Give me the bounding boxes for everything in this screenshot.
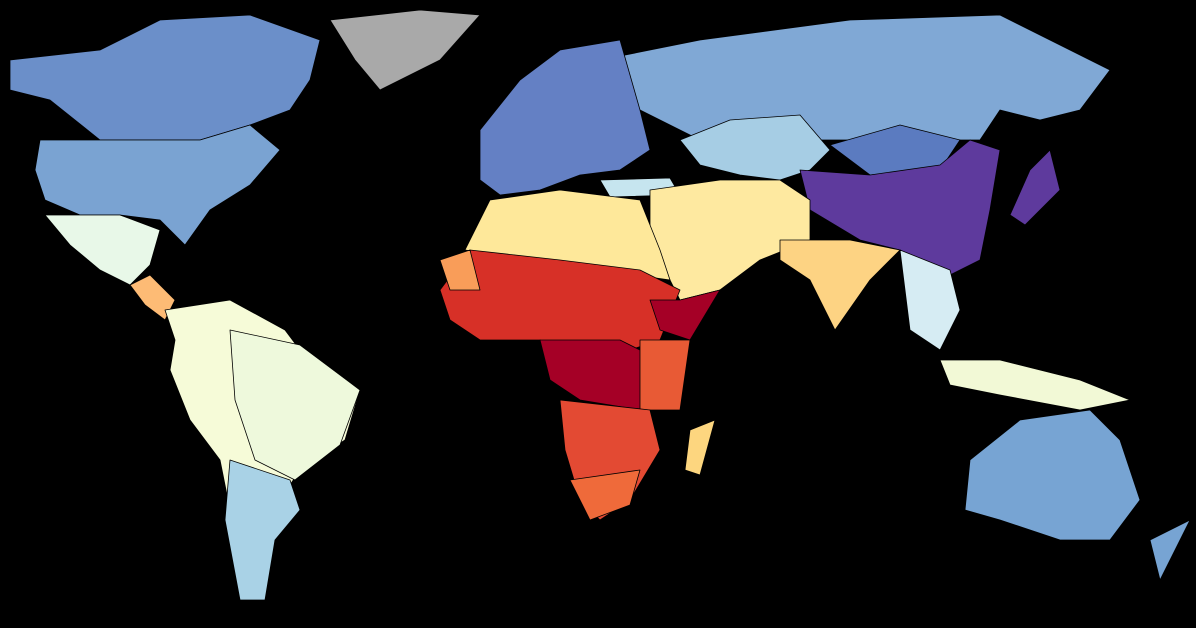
region (9, 14, 321, 141)
region (229, 329, 361, 481)
region (779, 239, 901, 331)
region (799, 139, 1001, 281)
region (649, 289, 721, 341)
region (599, 14, 1111, 141)
region (439, 249, 481, 291)
region (479, 39, 651, 196)
region (829, 124, 961, 176)
region (1149, 519, 1191, 581)
region (44, 214, 161, 286)
region (939, 359, 1131, 411)
region (964, 409, 1141, 541)
region (569, 469, 641, 521)
region (899, 249, 961, 351)
region (639, 339, 691, 411)
region (224, 459, 301, 601)
region (329, 9, 481, 91)
region (1009, 149, 1061, 226)
region (679, 114, 831, 181)
region (684, 419, 716, 476)
